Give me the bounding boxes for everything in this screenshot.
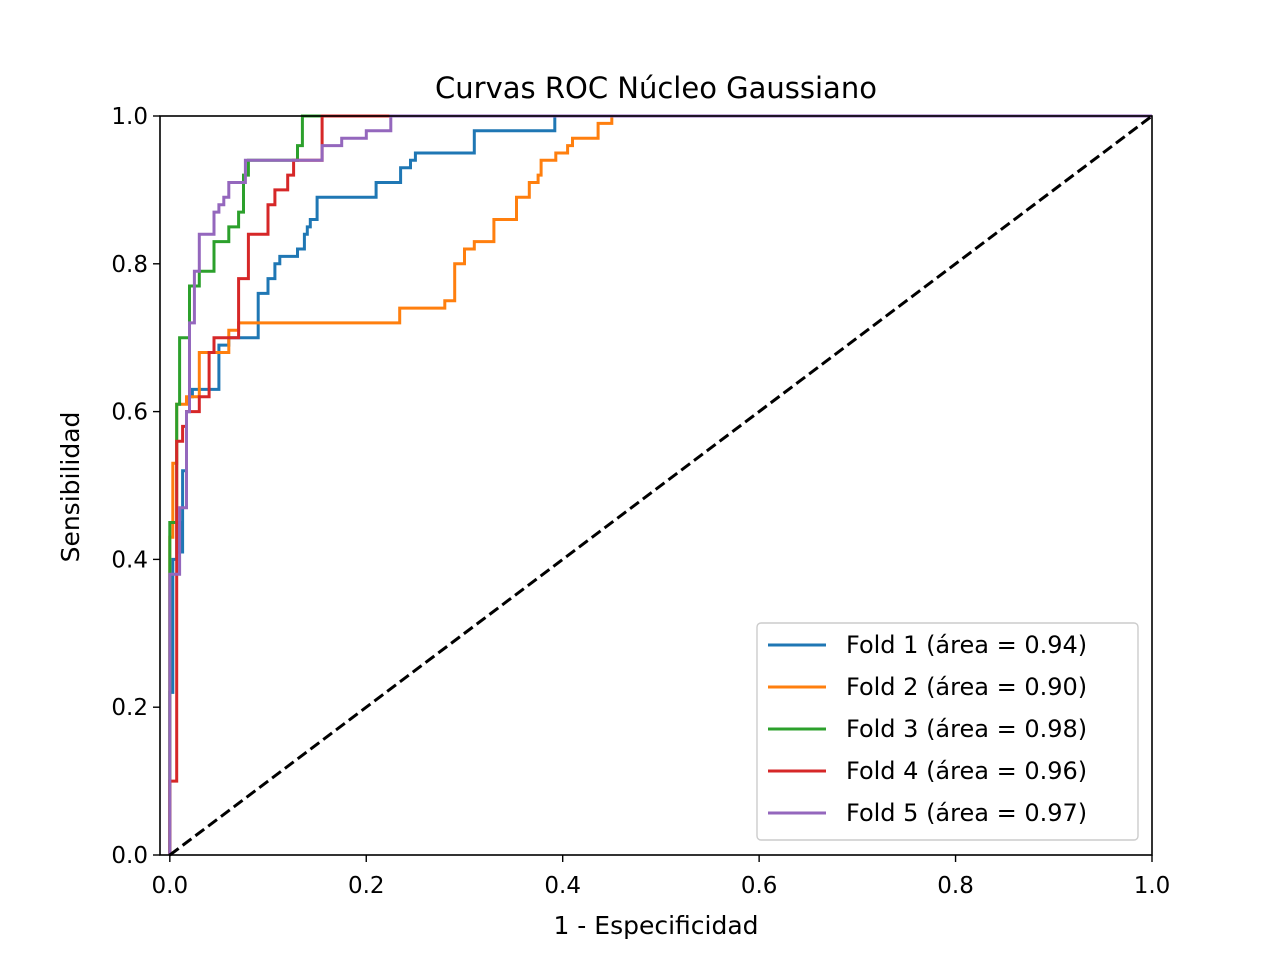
legend-label-fold-1: Fold 1 (área = 0.94) [846, 631, 1087, 659]
series-line-fold-5 [168, 114, 1152, 855]
legend-label-fold-2: Fold 2 (área = 0.90) [846, 673, 1087, 701]
legend-box [756, 622, 1139, 841]
legend-label-fold-4: Fold 4 (área = 0.96) [846, 757, 1087, 785]
series-group [168, 114, 1153, 857]
x-tick-label: 0.2 [348, 873, 385, 899]
series-line-fold-1 [168, 114, 1152, 855]
y-tick-label: 0.2 [111, 695, 148, 721]
x-tick-label: 0.4 [544, 873, 581, 899]
x-axis: 0.0 0.2 0.4 0.6 0.8 1.0 [152, 855, 1171, 899]
y-tick-label: 0.4 [111, 547, 148, 573]
x-tick-label: 0.6 [741, 873, 778, 899]
y-axis: 0.0 0.2 0.4 0.6 0.8 1.0 [111, 104, 160, 869]
series-line-fold-4 [168, 114, 1152, 855]
x-tick-label: 1.0 [1134, 873, 1171, 899]
y-tick-label: 1.0 [111, 104, 148, 130]
plot-area [159, 114, 1153, 857]
y-tick-label: 0.0 [111, 843, 148, 869]
series-line-fold-2 [168, 114, 1152, 855]
chance-diagonal-line [168, 114, 1153, 857]
plot-frame [159, 115, 1153, 856]
x-tick-label: 0.8 [937, 873, 974, 899]
legend-label-fold-3: Fold 3 (área = 0.98) [846, 715, 1087, 743]
x-axis-label: 1 - Especificidad [553, 911, 758, 940]
y-tick-label: 0.6 [111, 400, 148, 426]
legend: Fold 1 (área = 0.94) Fold 2 (área = 0.90)… [756, 622, 1139, 841]
legend-label-fold-5: Fold 5 (área = 0.97) [846, 799, 1087, 827]
y-tick-label: 0.8 [111, 252, 148, 278]
y-axis-label: Sensibilidad [56, 412, 85, 563]
x-tick-label: 0.0 [152, 873, 189, 899]
chart-title: Curvas ROC Núcleo Gaussiano [435, 71, 877, 105]
